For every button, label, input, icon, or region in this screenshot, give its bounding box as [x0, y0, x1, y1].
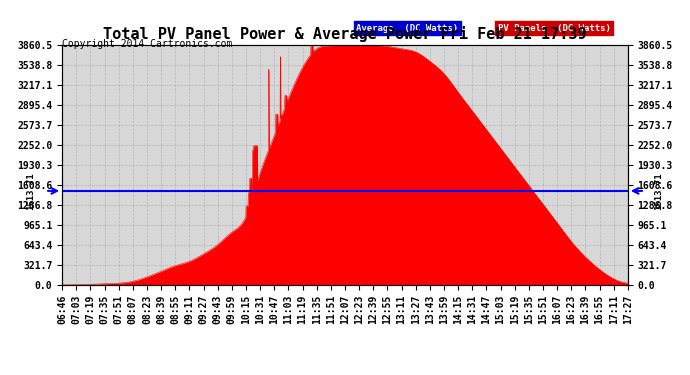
Text: 1513.71: 1513.71	[26, 172, 35, 210]
Text: Copyright 2014 Cartronics.com: Copyright 2014 Cartronics.com	[62, 39, 233, 50]
Text: Average  (DC Watts): Average (DC Watts)	[356, 24, 458, 33]
Text: PV Panels  (DC Watts): PV Panels (DC Watts)	[497, 24, 611, 33]
Text: 1513.71: 1513.71	[655, 172, 664, 210]
Title: Total PV Panel Power & Average Power Fri Feb 21 17:39: Total PV Panel Power & Average Power Fri…	[104, 27, 586, 42]
